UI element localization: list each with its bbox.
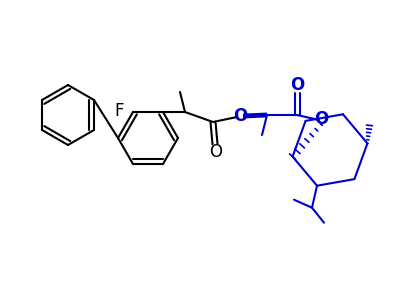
Text: O: O	[233, 107, 247, 125]
Text: O: O	[314, 110, 328, 128]
Text: O: O	[209, 143, 222, 161]
Text: F: F	[114, 102, 124, 120]
Text: O: O	[290, 76, 304, 94]
